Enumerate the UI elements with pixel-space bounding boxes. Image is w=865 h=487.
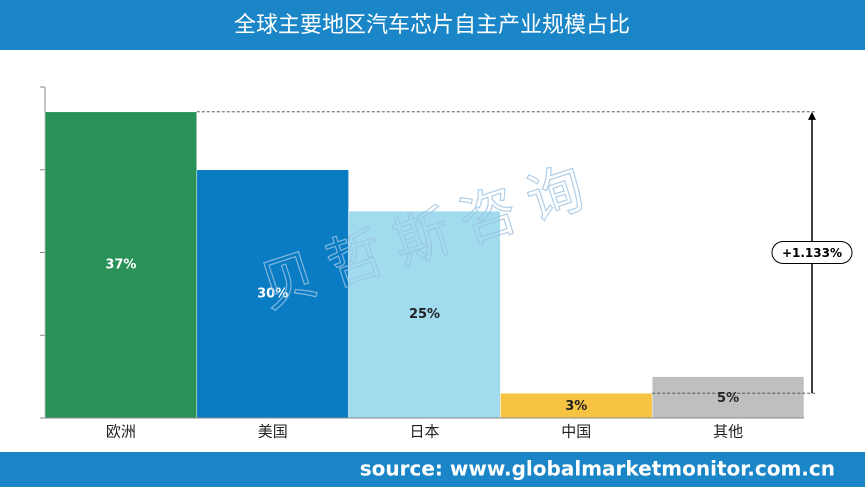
title-bar [0,0,865,50]
annotation-box [771,241,853,264]
x-tick-label: 欧洲 [106,423,136,441]
source: source: www.globalmarketmonitor.com.cn [360,457,835,481]
value-label: 30% [257,286,288,301]
bar [44,111,198,419]
value-label: 25% [409,307,440,322]
x-tick-label: 中国 [561,423,591,441]
x-tick-label: 美国 [258,423,288,441]
x-tick-label: 日本 [409,423,439,441]
plot: 37% 欧洲 30% 美国 25% 日本 3% 中国 5% 其他 +1.133% [40,86,853,441]
x-tick-label: 其他 [713,423,743,441]
arrow-head [808,111,816,120]
bar [500,392,653,419]
bar [196,169,349,419]
bar [348,210,501,419]
footer-bar [0,452,865,487]
annotation: +1.133% [782,246,842,260]
value-label: 3% [565,399,587,414]
value-label: 37% [105,257,136,272]
chart-title: 全球主要地区汽车芯片自主产业规模占比 [234,13,630,38]
value-label: 5% [717,391,739,406]
